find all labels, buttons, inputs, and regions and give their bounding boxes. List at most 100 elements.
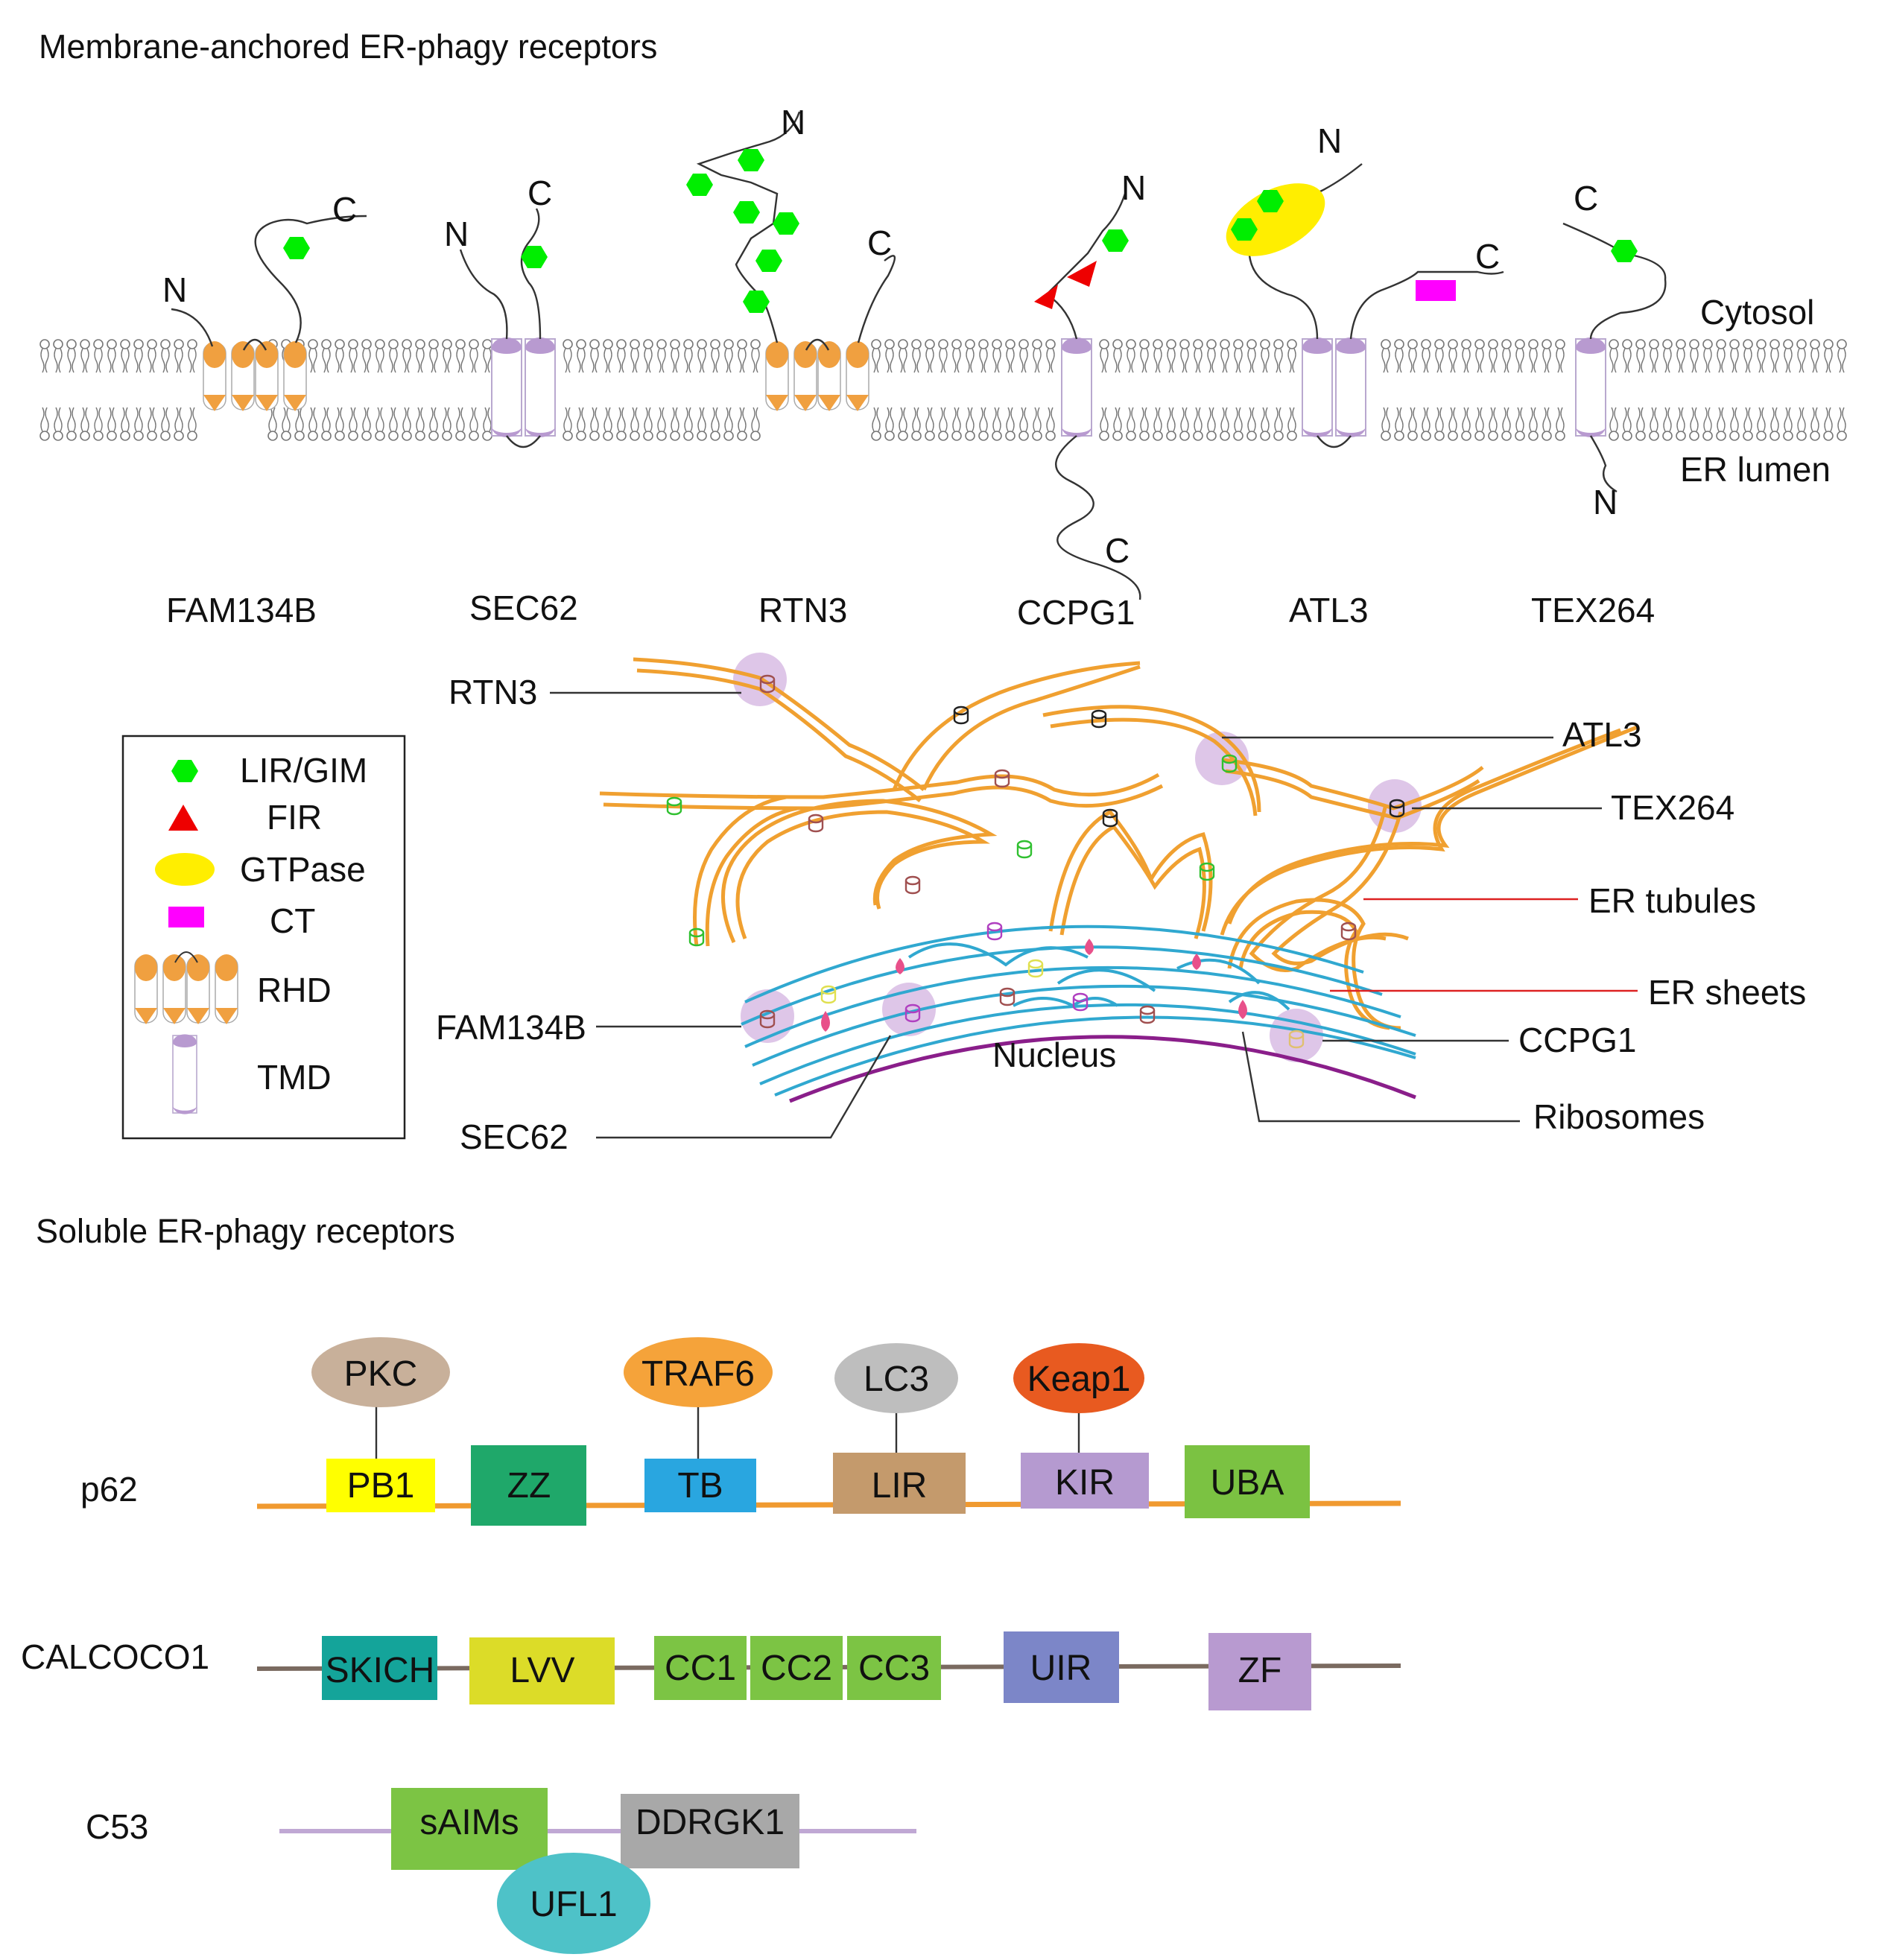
membrane-section-title: Membrane-anchored ER-phagy receptors xyxy=(39,28,657,66)
tex264-n: N xyxy=(1593,483,1618,521)
receptor-name-rtn3: RTN3 xyxy=(758,591,847,629)
ufl1-binder: UFL1 xyxy=(497,1853,650,1954)
ddrgk1-domain: DDRGK1 xyxy=(621,1794,799,1868)
tex264-c: C xyxy=(1574,179,1598,218)
soluble-section-title: Soluble ER-phagy receptors xyxy=(36,1212,455,1250)
svg-text:KIR: KIR xyxy=(1055,1463,1115,1503)
zz-domain: ZZ xyxy=(471,1445,586,1526)
callout-ccpg1: CCPG1 xyxy=(1518,1021,1636,1059)
lc3-binder: LC3 xyxy=(834,1343,958,1413)
p62-name: p62 xyxy=(80,1470,138,1509)
ct-rect-icon xyxy=(168,907,204,927)
svg-text:UIR: UIR xyxy=(1030,1649,1092,1688)
er-network-diagram: RTN3 FAM134B SEC62 ATL3 TEX264 ER tubule… xyxy=(436,653,1806,1156)
er-lumen-label: ER lumen xyxy=(1680,450,1831,489)
ccpg1-c: C xyxy=(1105,531,1129,570)
c53-construct: C53 sAIMs DDRGK1 UFL1 xyxy=(86,1788,916,1954)
callout-ribosomes: Ribosomes xyxy=(1533,1097,1705,1136)
legend-ct: CT xyxy=(270,901,315,940)
callout-tex264: TEX264 xyxy=(1611,788,1734,827)
callout-er-tubules: ER tubules xyxy=(1588,881,1756,920)
svg-text:LVV: LVV xyxy=(510,1651,574,1690)
svg-text:PB1: PB1 xyxy=(347,1466,415,1506)
cc3-domain: CC3 xyxy=(847,1636,941,1700)
svg-text:sAIMs: sAIMs xyxy=(419,1803,519,1842)
legend: LIR/GIM FIR GTPase CT RHD TMD xyxy=(121,735,406,1140)
fam134b-receptor: N C xyxy=(162,190,367,412)
calcoco1-name: CALCOCO1 xyxy=(21,1637,209,1676)
svg-text:DDRGK1: DDRGK1 xyxy=(636,1803,785,1842)
svg-text:CC1: CC1 xyxy=(665,1649,736,1688)
receptor-name-fam134b: FAM134B xyxy=(166,591,317,629)
callout-fam134b: FAM134B xyxy=(436,1008,586,1047)
fir-triangle-icon xyxy=(168,805,198,831)
lir-domain: LIR xyxy=(833,1453,966,1514)
receptor-name-ccpg1: CCPG1 xyxy=(1017,593,1135,632)
sec62-c: C xyxy=(527,174,552,212)
pb1-domain: PB1 xyxy=(326,1459,435,1512)
calcoco1-construct: CALCOCO1 SKICH LVV CC1 CC2 CC3 UIR ZF xyxy=(21,1631,1401,1710)
svg-text:CC3: CC3 xyxy=(858,1649,930,1688)
receptor-name-atl3: ATL3 xyxy=(1289,591,1369,629)
lvv-domain: LVV xyxy=(469,1637,615,1704)
rtn3-receptor: N C xyxy=(686,103,896,412)
fam134b-c: C xyxy=(332,190,357,229)
kir-domain: KIR xyxy=(1021,1453,1149,1509)
ccpg1-receptor: N C xyxy=(1034,168,1146,600)
rtn3-c: C xyxy=(867,223,892,262)
legend-lir: LIR/GIM xyxy=(240,751,367,790)
nuclear-envelope xyxy=(789,1035,1416,1103)
tmd-icon xyxy=(172,1033,197,1115)
zf-domain: ZF xyxy=(1208,1633,1311,1710)
cc2-domain: CC2 xyxy=(750,1636,843,1700)
svg-text:LIR: LIR xyxy=(872,1466,928,1506)
uba-domain: UBA xyxy=(1185,1445,1310,1518)
traf6-binder: TRAF6 xyxy=(624,1337,773,1407)
svg-text:CC2: CC2 xyxy=(761,1649,832,1688)
svg-text:UBA: UBA xyxy=(1211,1463,1284,1503)
uir-domain: UIR xyxy=(1004,1631,1119,1703)
legend-gtpase: GTPase xyxy=(240,850,366,889)
svg-text:ZZ: ZZ xyxy=(507,1466,551,1506)
skich-domain: SKICH xyxy=(322,1636,437,1700)
saims-domain: sAIMs xyxy=(391,1788,548,1870)
callout-rtn3: RTN3 xyxy=(449,673,537,711)
sec62-receptor: N C xyxy=(444,174,556,448)
callout-er-sheets: ER sheets xyxy=(1648,973,1806,1012)
ccpg1-n: N xyxy=(1121,168,1146,207)
legend-fir: FIR xyxy=(267,798,322,837)
atl3-c: C xyxy=(1475,237,1500,276)
legend-tmd: TMD xyxy=(257,1058,332,1097)
callout-atl3: ATL3 xyxy=(1562,715,1642,754)
svg-text:TB: TB xyxy=(677,1466,723,1506)
keap1-binder: Keap1 xyxy=(1013,1343,1144,1413)
rhd-icon xyxy=(134,951,238,1025)
fam134b-n: N xyxy=(162,270,187,309)
p62-construct: p62 PKC TRAF6 LC3 Keap1 PB1 xyxy=(80,1337,1401,1526)
svg-text:UFL1: UFL1 xyxy=(530,1885,617,1924)
tex264-receptor: C N xyxy=(1562,179,1667,521)
gtpase-ellipse-icon xyxy=(155,853,215,886)
atl3-n: N xyxy=(1317,121,1342,160)
svg-text:PKC: PKC xyxy=(344,1354,418,1394)
svg-text:ZF: ZF xyxy=(1238,1651,1282,1690)
cc1-domain: CC1 xyxy=(654,1636,747,1700)
sec62-n: N xyxy=(444,215,469,253)
svg-text:Keap1: Keap1 xyxy=(1027,1360,1131,1399)
atl3-receptor: N C xyxy=(1226,121,1504,448)
svg-text:LC3: LC3 xyxy=(864,1360,929,1399)
ribosomes xyxy=(821,939,1247,1032)
legend-rhd: RHD xyxy=(257,971,332,1009)
callout-sec62: SEC62 xyxy=(460,1117,568,1156)
receptor-name-tex264: TEX264 xyxy=(1531,591,1655,629)
cytosol-label: Cytosol xyxy=(1700,293,1814,332)
tb-domain: TB xyxy=(644,1459,756,1512)
c53-name: C53 xyxy=(86,1807,148,1846)
rtn3-n: N xyxy=(781,103,805,142)
receptor-name-sec62: SEC62 xyxy=(469,589,578,627)
nucleus-label: Nucleus xyxy=(992,1035,1116,1074)
svg-text:SKICH: SKICH xyxy=(326,1651,435,1690)
svg-text:TRAF6: TRAF6 xyxy=(641,1354,755,1394)
pkc-binder: PKC xyxy=(311,1337,450,1407)
